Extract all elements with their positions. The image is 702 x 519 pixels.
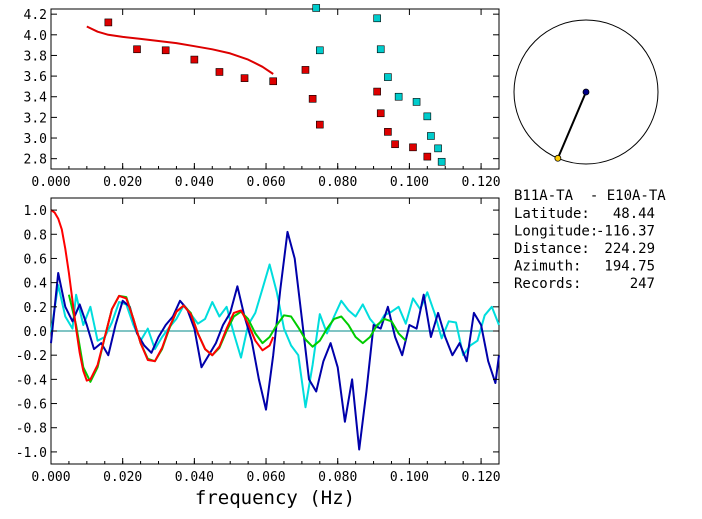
correlation-x-tick-label: 0.100 — [390, 470, 429, 485]
correlation-y-tick-label: -0.4 — [16, 373, 47, 388]
dispersion-y-tick-label: 2.8 — [24, 153, 47, 168]
correlation-y-tick-label: -0.8 — [16, 422, 47, 437]
correlation-y-tick-label: 0.2 — [24, 301, 47, 316]
dispersion-plot-frame — [50, 8, 500, 170]
info-value: 247 — [630, 276, 655, 292]
dispersion-marker — [215, 68, 224, 76]
info-label: Latitude: — [514, 206, 590, 222]
dispersion-marker — [409, 143, 417, 152]
correlation-x-tick-label: 0.020 — [103, 470, 142, 485]
dispersion-marker — [423, 152, 432, 161]
dispersion-marker — [315, 46, 324, 55]
dispersion-x-tick-label: 0.120 — [462, 175, 501, 190]
dispersion-marker — [437, 157, 446, 166]
dispersion-marker — [315, 120, 324, 129]
correlation-y-tick-label: -0.2 — [16, 349, 47, 364]
correlation-y-tick-label: 0.0 — [24, 325, 47, 340]
dispersion-y-tick-label: 3.4 — [24, 91, 48, 106]
path-line — [556, 91, 587, 159]
info-value: 48.44 — [613, 206, 655, 222]
dispersion-y-tick-label: 3.0 — [24, 132, 47, 147]
dispersion-y-tick-label: 4.2 — [24, 8, 47, 23]
correlation-x-tick-label: 0.120 — [462, 470, 501, 485]
dispersion-marker — [394, 92, 403, 101]
dispersion-marker — [412, 98, 421, 106]
dispersion-x-tick-label: 0.000 — [31, 175, 70, 190]
dispersion-y-tick-label: 3.6 — [24, 70, 47, 85]
correlation-series-line-1 — [50, 230, 500, 451]
station-pair: B11A-TA - E10A-TA — [514, 188, 666, 204]
correlation-y-tick-label: 1.0 — [24, 204, 47, 219]
map-circle — [513, 19, 659, 165]
dispersion-series-line-0 — [86, 25, 274, 75]
dispersion-x-tick-label: 0.100 — [390, 175, 429, 190]
dispersion-marker — [427, 132, 435, 140]
correlation-series-line-3 — [50, 209, 275, 382]
dispersion-marker — [373, 87, 381, 96]
dispersion-marker — [434, 144, 442, 153]
dispersion-marker — [308, 95, 317, 103]
dispersion-x-tick-label: 0.040 — [175, 175, 214, 190]
dispersion-marker — [373, 14, 381, 23]
correlation-x-tick-label: 0.000 — [31, 470, 70, 485]
x-axis-label: frequency (Hz) — [195, 487, 355, 509]
correlation-y-tick-label: -1.0 — [16, 446, 47, 461]
dispersion-y-tick-label: 3.2 — [24, 111, 47, 126]
dispersion-marker — [384, 73, 392, 81]
center-station-marker — [582, 88, 590, 96]
correlation-x-tick-label: 0.080 — [318, 470, 357, 485]
correlation-y-tick-label: 0.8 — [24, 228, 47, 243]
info-label: Azimuth: — [514, 259, 581, 275]
info-value: -116.37 — [596, 224, 655, 240]
dispersion-marker — [312, 4, 321, 12]
info-value: 224.29 — [604, 241, 655, 257]
dispersion-marker — [423, 112, 432, 121]
info-value: 194.75 — [604, 259, 655, 275]
station-map — [513, 19, 659, 165]
dispersion-marker — [240, 74, 249, 82]
dispersion-marker — [190, 55, 199, 64]
info-label: Records: — [514, 276, 581, 292]
dispersion-marker — [269, 77, 278, 86]
station-info-panel: B11A-TA - E10A-TA Latitude: 48.44 Longitud… — [514, 188, 666, 292]
correlation-y-tick-label: 0.4 — [24, 277, 48, 292]
correlation-x-tick-label: 0.040 — [175, 470, 214, 485]
correlation-x-tick-label: 0.060 — [246, 470, 285, 485]
dispersion-marker — [384, 128, 392, 136]
correlation-series-line-2 — [67, 294, 407, 383]
dispersion-marker — [104, 18, 113, 27]
dispersion-marker — [301, 66, 310, 74]
dispersion-x-tick-label: 0.060 — [246, 175, 285, 190]
correlation-y-tick-label: -0.6 — [16, 398, 47, 413]
dispersion-x-tick-label: 0.080 — [318, 175, 357, 190]
dispersion-x-tick-label: 0.020 — [103, 175, 142, 190]
dispersion-marker — [161, 46, 170, 55]
info-label: Longitude: — [514, 224, 598, 240]
info-label: Distance: — [514, 241, 590, 257]
dispersion-chart: 0.000 0.020 0.040 0.060 0.080 0.100 0.120 2.8 3.… — [24, 4, 501, 190]
dispersion-marker — [391, 140, 399, 149]
edge-station-marker — [554, 154, 562, 162]
dispersion-marker — [376, 109, 385, 118]
dispersion-y-tick-label: 3.8 — [24, 49, 47, 64]
dispersion-marker — [376, 45, 385, 54]
dispersion-marker — [133, 45, 141, 54]
correlation-y-tick-label: 0.6 — [24, 252, 47, 267]
dispersion-y-tick-label: 4.0 — [24, 29, 47, 44]
correlation-chart: 0.000 0.020 0.040 0.060 0.080 0.100 0.120 1.0 0.… — [16, 197, 501, 509]
